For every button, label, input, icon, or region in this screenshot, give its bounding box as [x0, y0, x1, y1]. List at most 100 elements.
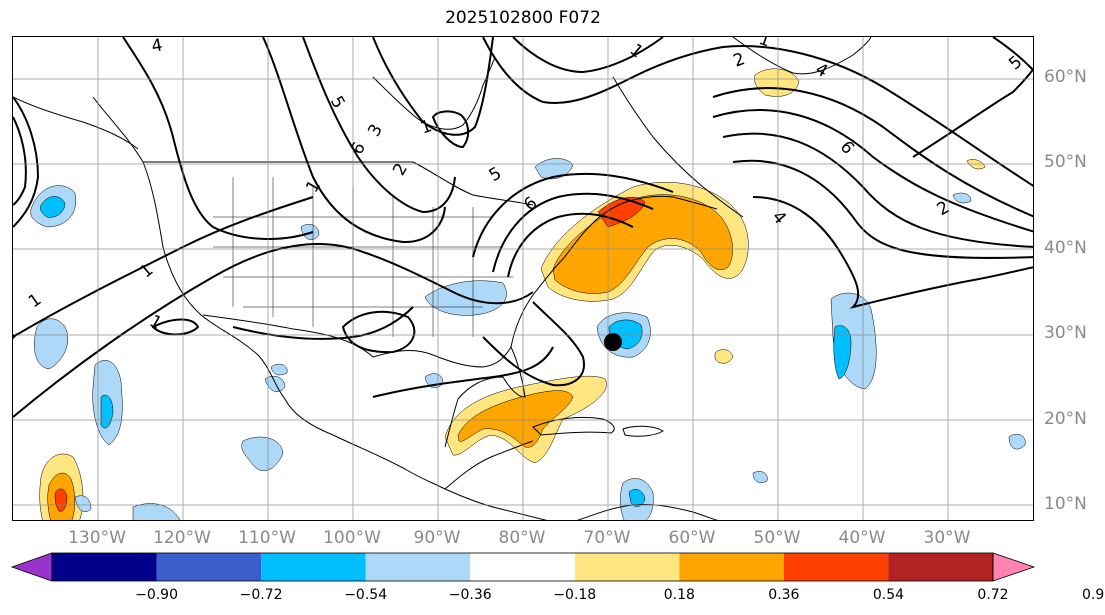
- colorbar-tick-label: −0.72: [239, 587, 283, 603]
- negative-anomaly-small-4: [1008, 434, 1026, 450]
- positive-anomaly-small-1: [714, 349, 734, 364]
- shaded-anomalies: [30, 68, 1026, 520]
- colorbar-segment: [52, 553, 157, 581]
- colorbar-segment: [365, 553, 471, 581]
- contour-25: [13, 96, 40, 228]
- contour-18: [492, 192, 654, 273]
- negative-anomaly-ep-3: [74, 495, 92, 512]
- lon-label-110w: 110°W: [238, 528, 296, 548]
- lat-label-20n: 20°N: [1044, 409, 1087, 429]
- positive-anomaly-gulf-core: [457, 390, 574, 448]
- colorbar-segment: [470, 553, 575, 581]
- colorbar-tick-label: 0.18: [663, 587, 695, 603]
- lon-label-50w: 50°W: [753, 528, 801, 548]
- colorbar-extend-max: [992, 552, 1036, 582]
- contour-14: [752, 196, 1033, 309]
- lat-label-50n: 50°N: [1044, 152, 1087, 172]
- contour-label: 5: [1005, 52, 1026, 74]
- lon-label-130w: 130°W: [68, 528, 126, 548]
- contour-lines: [13, 37, 1033, 418]
- lat-label-40n: 40°N: [1044, 238, 1087, 258]
- colorbar-segment: [888, 553, 993, 581]
- contour-15: [992, 37, 1033, 72]
- contour-3: [122, 37, 314, 240]
- greenland: [732, 37, 872, 75]
- coast-west-na: [92, 96, 446, 490]
- map-panel: 4 1 1 1 1 5 1 3 6 1 2 5 6 1 2 4 6 4 2 5 …: [12, 36, 1034, 521]
- lat-label-10n: 10°N: [1044, 494, 1087, 514]
- map-title: 2025102800 F072: [445, 8, 601, 28]
- negative-anomaly-pacific-w: [34, 318, 69, 370]
- colorbar-segment: [156, 553, 262, 581]
- positive-anomaly-ne-core: [552, 194, 733, 294]
- contour-12: [722, 132, 1033, 248]
- contour-8: [482, 37, 1033, 187]
- contour-label: 1: [136, 260, 157, 282]
- coast-east-us: [510, 195, 718, 348]
- storm-center-marker: [604, 333, 622, 351]
- lon-label-100w: 100°W: [323, 528, 381, 548]
- lon-label-80w: 80°W: [498, 528, 546, 548]
- hispaniola: [622, 425, 664, 437]
- contour-label: 2: [389, 160, 412, 179]
- coast-central-am: [444, 488, 548, 520]
- negative-anomaly-ep-2: [132, 503, 181, 520]
- colorbar-segments: [10, 552, 1036, 582]
- negative-anomaly-baja: [264, 376, 286, 392]
- colorbar-segment: [783, 553, 889, 581]
- contour-19: [507, 212, 634, 278]
- lat-label-60n: 60°N: [1044, 67, 1087, 87]
- colorbar-segment: [574, 553, 680, 581]
- colorbar-tick-label: −0.54: [344, 587, 388, 603]
- contour-6: [372, 37, 494, 136]
- contour-23: [372, 346, 554, 398]
- negative-anomaly-small-7: [270, 363, 288, 376]
- colorbar-segment: [679, 553, 784, 581]
- contour-label: 5: [486, 163, 505, 186]
- colorbar-tick-label: −0.18: [553, 587, 597, 603]
- lon-label-120w: 120°W: [153, 528, 211, 548]
- contour-24: [151, 318, 200, 336]
- contour-16: [912, 67, 1033, 158]
- contour-label: 6: [836, 137, 858, 158]
- colorbar-tick-label: 0.72: [977, 587, 1009, 603]
- coastlines: [13, 37, 872, 520]
- contour-label: 3: [364, 121, 387, 140]
- contour-22: [341, 310, 416, 354]
- contour-label: 2: [731, 49, 748, 71]
- positive-anomaly-pacific-max: [54, 488, 68, 512]
- contour-label: 4: [150, 37, 164, 57]
- lon-label-30w: 30°W: [923, 528, 971, 548]
- labrador: [612, 76, 744, 218]
- lon-label-90w: 90°W: [413, 528, 461, 548]
- negative-anomaly-small-6: [952, 192, 972, 204]
- contour-label: 4: [768, 207, 790, 228]
- cuba: [532, 416, 615, 436]
- graticule: [13, 37, 1033, 520]
- negative-anomaly-small-5: [752, 471, 768, 483]
- negative-anomaly-pacific-nw-core: [40, 196, 66, 218]
- contour-label: 5: [326, 93, 349, 112]
- coast-yucatan: [444, 440, 534, 490]
- colorbar-tick-label: 0.36: [768, 587, 800, 603]
- colorbar-tick-label: −0.90: [135, 587, 178, 603]
- contour-5: [302, 37, 456, 214]
- lon-label-70w: 70°W: [583, 528, 631, 548]
- contour-11: [712, 109, 1033, 233]
- map-canvas: 4 1 1 1 1 5 1 3 6 1 2 5 6 1 2 4 6 4 2 5 …: [13, 37, 1033, 520]
- contour-26: [13, 116, 27, 206]
- negative-anomaly-atlantic-e-core: [833, 325, 852, 380]
- contour-17: [472, 172, 674, 258]
- colorbar-segment: [261, 553, 366, 581]
- contour-7: [431, 110, 469, 149]
- contour-4: [262, 37, 446, 244]
- contour-label: 6: [347, 139, 370, 158]
- alaska: [13, 96, 139, 150]
- coast-south-am: [577, 504, 718, 520]
- contour-9: [512, 37, 664, 74]
- lon-label-60w: 60°W: [668, 528, 716, 548]
- lat-label-30n: 30°N: [1044, 323, 1087, 343]
- positive-anomaly-ne-max: [597, 197, 646, 228]
- contour-1: [13, 243, 534, 418]
- contour-label: 1: [13, 323, 22, 344]
